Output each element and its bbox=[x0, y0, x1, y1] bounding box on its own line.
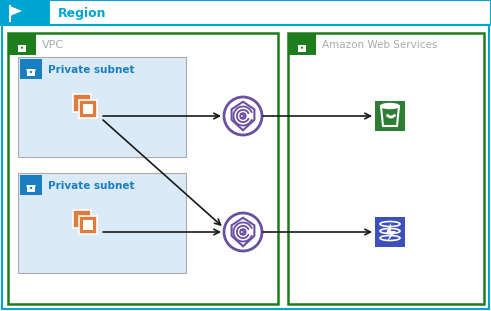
Polygon shape bbox=[386, 223, 396, 242]
Ellipse shape bbox=[380, 235, 400, 240]
Circle shape bbox=[301, 47, 303, 49]
Text: Private subnet: Private subnet bbox=[48, 65, 135, 75]
FancyBboxPatch shape bbox=[288, 33, 484, 304]
FancyBboxPatch shape bbox=[0, 0, 491, 25]
Ellipse shape bbox=[381, 104, 399, 109]
FancyBboxPatch shape bbox=[0, 0, 50, 25]
Polygon shape bbox=[10, 6, 22, 16]
Bar bbox=[298, 45, 306, 52]
Text: Private subnet: Private subnet bbox=[48, 181, 135, 191]
FancyBboxPatch shape bbox=[18, 173, 186, 273]
Bar bbox=[27, 69, 35, 77]
Text: VPC: VPC bbox=[42, 40, 64, 50]
FancyBboxPatch shape bbox=[0, 0, 50, 25]
Ellipse shape bbox=[380, 221, 400, 226]
Circle shape bbox=[30, 187, 32, 189]
Ellipse shape bbox=[380, 229, 400, 234]
FancyBboxPatch shape bbox=[20, 59, 42, 79]
FancyBboxPatch shape bbox=[2, 25, 489, 309]
Bar bbox=[79, 100, 97, 118]
FancyBboxPatch shape bbox=[8, 33, 278, 304]
Text: Amazon Web Services: Amazon Web Services bbox=[322, 40, 437, 50]
Bar bbox=[380, 237, 400, 244]
Bar bbox=[375, 101, 405, 131]
Bar bbox=[83, 220, 93, 230]
FancyBboxPatch shape bbox=[288, 33, 316, 55]
Bar bbox=[73, 210, 91, 228]
FancyBboxPatch shape bbox=[8, 33, 36, 55]
FancyBboxPatch shape bbox=[18, 57, 186, 157]
Circle shape bbox=[30, 71, 32, 73]
Circle shape bbox=[224, 97, 262, 135]
Circle shape bbox=[21, 47, 23, 49]
Bar bbox=[375, 217, 405, 247]
FancyBboxPatch shape bbox=[20, 175, 42, 195]
Bar bbox=[18, 45, 26, 52]
Circle shape bbox=[224, 213, 262, 251]
Bar bbox=[380, 223, 400, 230]
Bar bbox=[83, 104, 93, 114]
Text: Region: Region bbox=[58, 7, 107, 20]
Bar bbox=[380, 230, 400, 237]
Bar bbox=[27, 185, 35, 193]
Bar bbox=[79, 216, 97, 234]
Bar bbox=[73, 94, 91, 112]
